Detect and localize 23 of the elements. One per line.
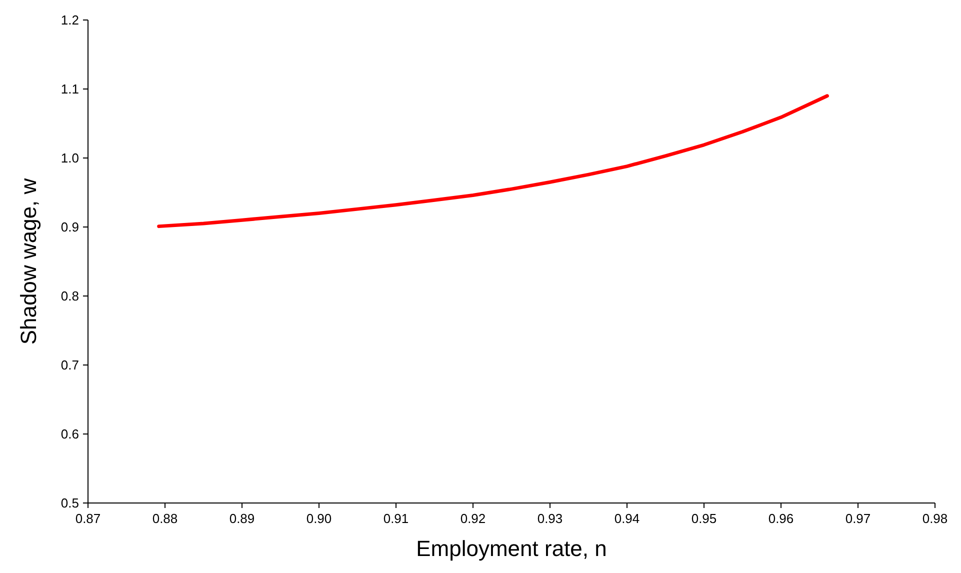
x-tick-label: 0.96 xyxy=(768,511,794,526)
y-tick-label: 0.5 xyxy=(60,496,79,510)
x-tick-label: 0.97 xyxy=(845,511,871,526)
y-tick-label: 1.1 xyxy=(60,82,79,96)
y-tick-label: 0.9 xyxy=(60,220,79,234)
y-tick-label: 0.7 xyxy=(60,358,79,372)
y-tick-label: 1.2 xyxy=(60,12,79,28)
line-series xyxy=(157,94,829,228)
y-tick-label: 0.8 xyxy=(60,288,79,304)
x-tick-label: 0.89 xyxy=(229,511,255,526)
x-tick-label: 0.94 xyxy=(614,511,640,526)
y-tick-label: 0.6 xyxy=(60,426,79,442)
x-tick-label: 0.92 xyxy=(460,511,486,526)
x-axis-title: Employment rate, n xyxy=(416,536,607,561)
y-tick-label: 1.0 xyxy=(60,150,79,166)
x-tick-label: 0.95 xyxy=(691,511,717,526)
y-axis-title: Shadow wage, w xyxy=(16,178,41,345)
x-tick-label: 0.90 xyxy=(306,511,332,526)
x-tick-label: 0.93 xyxy=(537,511,563,526)
x-tick-label: 0.98 xyxy=(922,511,948,526)
x-tick-label: 0.88 xyxy=(152,511,178,526)
x-tick-label: 0.91 xyxy=(383,511,409,526)
x-tick-label: 0.87 xyxy=(75,511,101,526)
